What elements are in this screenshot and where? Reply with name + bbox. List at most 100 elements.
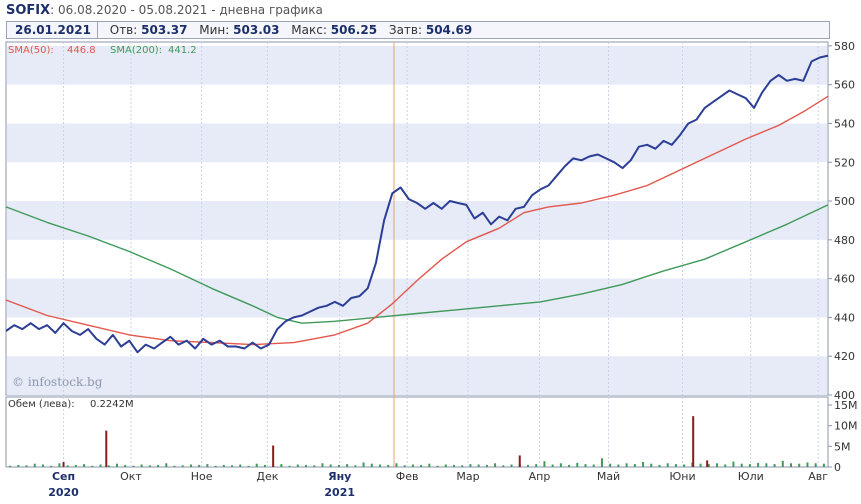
volume-bar	[91, 465, 94, 467]
x-year-label: 2020	[48, 486, 79, 499]
subtitle: : 06.08.2020 - 05.08.2021 - дневна графи…	[50, 3, 323, 17]
volume-legend-value: 0.2242M	[90, 399, 134, 410]
volume-legend-label: Обем (лева):	[8, 399, 75, 410]
volume-bar	[17, 464, 20, 467]
volume-bar	[189, 464, 192, 467]
volume-spike-bar	[518, 455, 521, 467]
volume-bar	[740, 463, 743, 467]
volume-bar	[140, 464, 143, 467]
volume-bar	[255, 463, 258, 467]
volume-bar	[666, 463, 669, 467]
volume-bar	[148, 465, 151, 467]
volume-bar	[165, 463, 168, 467]
x-tick-label: Дек	[256, 470, 278, 483]
volume-bar	[535, 464, 538, 467]
volume-bar	[781, 460, 784, 467]
volume-bar	[806, 462, 809, 467]
volume-bar	[642, 462, 645, 467]
volume-spike-bar	[692, 416, 695, 467]
volume-bar	[124, 464, 127, 467]
volume-bar	[699, 463, 702, 467]
volume-bar	[50, 465, 53, 467]
volume-bar	[494, 463, 497, 467]
low-label: Мин:	[199, 23, 230, 37]
y-tick-label: 500	[834, 195, 855, 208]
y-tick-label: 420	[834, 350, 855, 363]
volume-bar	[765, 463, 768, 467]
close-label: Затв:	[388, 23, 423, 37]
x-tick-label: Авг	[808, 470, 828, 483]
volume-bar	[157, 464, 160, 467]
volume-bar	[9, 465, 12, 467]
volume-bar	[617, 464, 620, 467]
volume-bar	[650, 463, 653, 467]
x-tick-label: Окт	[120, 470, 142, 483]
volume-tick-label: 10M	[834, 420, 858, 433]
sma200-legend-value: 441.2	[168, 45, 197, 56]
volume-bar	[510, 464, 513, 467]
volume-bar	[822, 463, 825, 467]
volume-bar	[337, 464, 340, 467]
x-tick-label: Ное	[191, 470, 213, 483]
volume-spike-bar	[62, 462, 65, 467]
volume-bar	[716, 463, 719, 467]
price-band	[7, 45, 827, 85]
series-line-sofix	[5, 54, 829, 354]
volume-bar	[452, 464, 455, 467]
volume-bar	[206, 464, 209, 467]
volume-bar	[674, 464, 677, 467]
volume-tick-label: 15M	[834, 399, 858, 412]
x-tick-label: Сеп	[52, 470, 75, 483]
volume-bar	[683, 464, 686, 467]
volume-bar	[502, 465, 505, 467]
volume-bar	[288, 465, 291, 467]
volume-bar	[370, 463, 373, 467]
volume-bar	[321, 463, 324, 467]
x-tick-label: Фев	[396, 470, 419, 483]
y-tick-label: 400	[834, 389, 855, 402]
low-value: 503.03	[233, 23, 280, 37]
volume-bar	[58, 463, 61, 467]
volume-bar	[707, 464, 710, 467]
volume-bar	[66, 465, 69, 467]
volume-bar	[732, 461, 735, 467]
volume-bar	[329, 464, 332, 467]
volume-bar	[25, 465, 28, 467]
x-tick-label: Мар	[456, 470, 479, 483]
price-band	[7, 123, 827, 163]
volume-tick-label: 5M	[834, 440, 851, 453]
volume-bar	[354, 465, 357, 467]
volume-bar	[239, 464, 242, 467]
volume-bar	[568, 464, 571, 467]
close-value: 504.69	[425, 23, 473, 37]
open-value: 503.37	[141, 23, 188, 37]
volume-bar	[173, 465, 176, 467]
volume-bar	[99, 464, 102, 467]
volume-bar	[576, 462, 579, 467]
volume-bar	[790, 463, 793, 467]
y-tick-label: 580	[834, 40, 855, 53]
volume-bar	[33, 463, 36, 467]
volume-bar	[379, 464, 382, 467]
volume-bar	[757, 462, 760, 467]
volume-bar	[420, 464, 423, 467]
y-tick-label: 560	[834, 79, 855, 92]
volume-bar	[773, 464, 776, 467]
volume-bar	[346, 464, 349, 467]
symbol: SOFIX	[6, 3, 51, 18]
price-band	[7, 356, 827, 395]
sma50-legend-label: SMA(50):	[8, 45, 54, 56]
volume-bar	[313, 465, 316, 467]
price-band	[7, 278, 827, 318]
high-value: 506.25	[330, 23, 378, 37]
series-line-sma-200	[5, 204, 829, 324]
volume-bar	[214, 465, 217, 467]
y-tick-label: 440	[834, 311, 855, 324]
volume-bar	[41, 464, 44, 467]
volume-bar	[83, 464, 86, 467]
volume-bar	[551, 464, 554, 467]
volume-bar	[658, 464, 661, 467]
volume-bar	[798, 463, 801, 467]
volume-bar	[469, 464, 472, 467]
